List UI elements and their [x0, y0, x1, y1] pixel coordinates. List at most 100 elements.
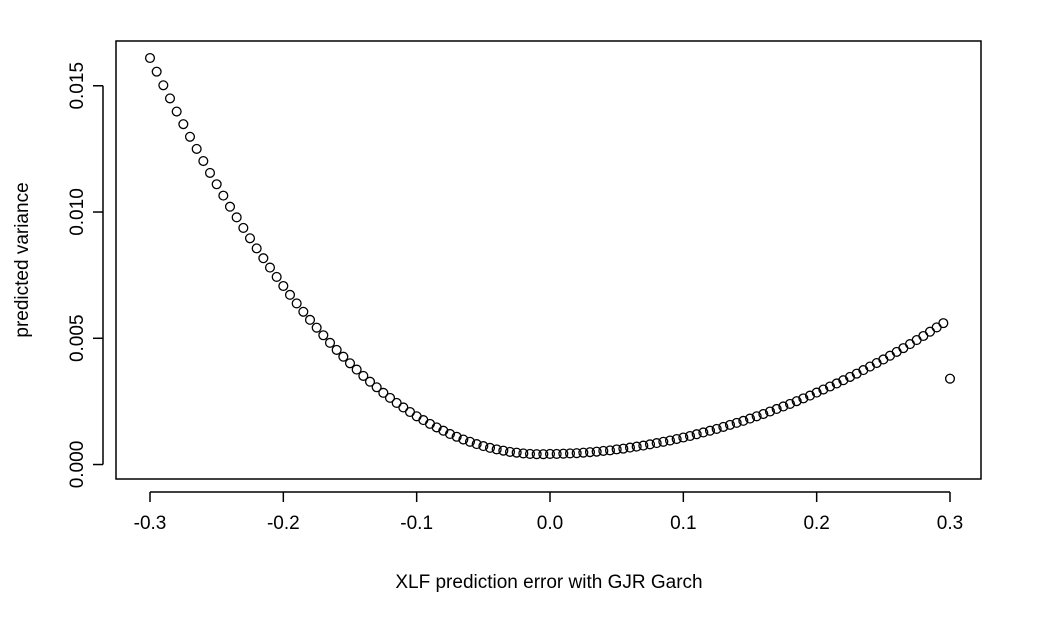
data-point	[704, 425, 716, 436]
data-point	[331, 344, 342, 355]
data-point	[611, 444, 622, 455]
data-point	[504, 446, 516, 457]
data-point	[258, 253, 269, 264]
data-point	[218, 190, 229, 201]
data-point	[538, 449, 549, 460]
data-point	[231, 212, 242, 223]
data-points	[144, 52, 956, 460]
data-point	[171, 106, 182, 117]
data-point	[651, 438, 662, 449]
data-point	[484, 442, 496, 453]
data-point	[771, 403, 782, 415]
data-point	[184, 131, 196, 142]
x-tick-label: 0.2	[803, 513, 829, 534]
data-point	[558, 448, 569, 459]
data-point	[698, 427, 709, 438]
data-point	[564, 448, 576, 459]
y-axis-title: predicted variance	[12, 182, 33, 337]
data-point	[744, 413, 756, 424]
data-point	[778, 401, 789, 412]
data-point	[151, 66, 162, 77]
data-point	[444, 428, 456, 440]
data-point	[711, 423, 722, 434]
data-point	[418, 415, 429, 426]
x-tick-label: -0.3	[134, 513, 167, 534]
data-point	[511, 447, 522, 458]
y-tick-label: 0.005	[67, 315, 88, 363]
data-point	[238, 222, 249, 233]
data-point	[724, 419, 736, 430]
data-point	[804, 390, 816, 401]
data-point	[244, 233, 256, 244]
data-point	[391, 397, 402, 408]
data-point	[598, 445, 609, 456]
data-point	[551, 448, 562, 459]
data-point	[284, 289, 296, 300]
data-point	[718, 421, 729, 432]
data-point	[224, 201, 236, 212]
data-point	[791, 396, 802, 407]
data-point	[271, 271, 282, 282]
data-point	[358, 370, 369, 381]
data-point	[898, 343, 909, 354]
data-point	[204, 167, 216, 178]
data-point	[411, 411, 422, 422]
data-point	[298, 306, 309, 317]
data-point	[798, 393, 809, 404]
data-point	[451, 431, 462, 442]
y-tick-label: 0.000	[67, 441, 88, 489]
data-point	[911, 334, 922, 346]
data-point	[624, 442, 636, 453]
data-point	[944, 373, 956, 384]
data-point	[618, 443, 629, 454]
data-point	[304, 314, 316, 325]
data-point	[784, 398, 796, 409]
data-point	[144, 52, 156, 64]
plot-frame	[115, 40, 982, 480]
data-point	[498, 445, 509, 456]
data-point	[644, 439, 656, 450]
x-axis: -0.3 -0.2 -0.1 0.0 0.1 0.2 0.3	[134, 491, 963, 534]
data-point	[458, 434, 469, 445]
data-point	[378, 387, 389, 398]
data-point	[251, 243, 262, 254]
data-point	[904, 339, 916, 350]
data-point	[518, 448, 529, 459]
data-point	[324, 337, 336, 348]
data-point	[311, 322, 322, 333]
data-point	[264, 262, 276, 273]
data-point	[824, 381, 836, 392]
data-point	[664, 435, 676, 446]
x-tick-label: -0.1	[400, 513, 433, 534]
data-point	[531, 449, 542, 460]
data-point	[371, 382, 382, 393]
data-point	[631, 441, 642, 452]
data-point	[364, 376, 376, 387]
data-point	[731, 417, 742, 428]
data-point	[318, 330, 329, 341]
x-tick-label: 0.1	[670, 513, 696, 534]
x-tick-label: 0.3	[937, 513, 963, 534]
data-point	[764, 406, 776, 417]
data-point	[578, 447, 589, 458]
data-point	[291, 298, 302, 309]
data-point	[571, 448, 582, 459]
y-axis: 0.000 0.005 0.010 0.015	[67, 62, 104, 489]
data-point	[891, 346, 902, 357]
data-point	[524, 448, 536, 459]
x-tick-label: 0.0	[537, 513, 563, 534]
data-point	[198, 155, 209, 167]
data-point	[178, 119, 189, 130]
y-tick-label: 0.015	[67, 62, 88, 110]
data-point	[758, 408, 769, 420]
data-point	[678, 432, 689, 443]
data-point	[691, 429, 702, 440]
data-point	[604, 445, 616, 456]
data-point	[738, 415, 749, 426]
data-point	[884, 350, 896, 361]
data-point	[811, 387, 822, 398]
x-axis-title: XLF prediction error with GJR Garch	[395, 572, 702, 593]
data-point	[591, 446, 602, 457]
data-point	[338, 351, 349, 362]
